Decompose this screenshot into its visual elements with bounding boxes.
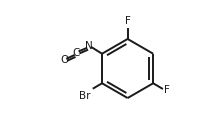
Text: F: F	[164, 85, 170, 95]
Text: O: O	[60, 55, 69, 65]
Text: F: F	[125, 15, 130, 25]
Text: C: C	[73, 48, 80, 58]
Text: N: N	[85, 41, 93, 51]
Text: Br: Br	[79, 91, 91, 101]
